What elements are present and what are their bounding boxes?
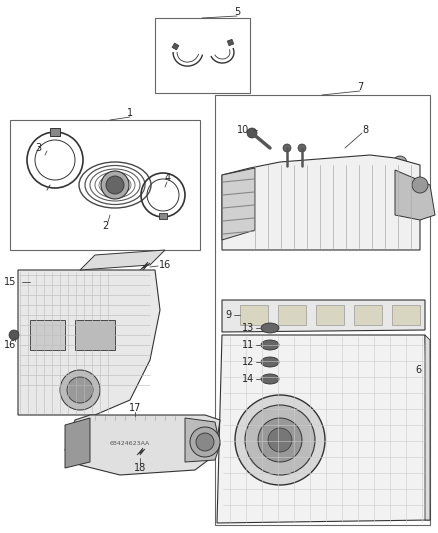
Circle shape: [106, 176, 124, 194]
Circle shape: [67, 377, 93, 403]
Bar: [278, 305, 306, 325]
Circle shape: [247, 128, 257, 138]
Polygon shape: [217, 335, 430, 523]
Circle shape: [60, 370, 100, 410]
Circle shape: [245, 405, 315, 475]
Bar: [159, 213, 167, 219]
Circle shape: [283, 144, 291, 152]
Text: 7: 7: [357, 82, 363, 92]
Polygon shape: [185, 418, 220, 462]
Bar: [354, 305, 382, 325]
Ellipse shape: [261, 323, 279, 333]
Text: 14: 14: [242, 374, 254, 384]
Circle shape: [101, 171, 129, 199]
Circle shape: [268, 428, 292, 452]
Bar: [227, 39, 234, 46]
Circle shape: [393, 156, 407, 170]
Ellipse shape: [261, 357, 279, 367]
Bar: [386, 179, 414, 191]
Bar: [30, 320, 65, 350]
Text: 10: 10: [237, 125, 249, 135]
Circle shape: [394, 201, 406, 213]
Bar: [155, 18, 250, 93]
Text: 5: 5: [234, 7, 240, 17]
Text: 4: 4: [165, 173, 171, 183]
Text: 12: 12: [242, 357, 254, 367]
Text: 2: 2: [102, 221, 108, 231]
Text: 9: 9: [225, 310, 231, 320]
Text: 18: 18: [134, 463, 146, 473]
Polygon shape: [222, 168, 255, 240]
Ellipse shape: [261, 374, 279, 384]
Text: 17: 17: [129, 403, 141, 413]
Bar: [392, 305, 420, 325]
Text: 16: 16: [159, 260, 171, 270]
Text: 13: 13: [242, 323, 254, 333]
Polygon shape: [222, 300, 425, 332]
Text: 68424623AA: 68424623AA: [110, 441, 150, 446]
Circle shape: [412, 177, 428, 193]
Polygon shape: [137, 448, 145, 455]
Bar: [10, 120, 200, 250]
Bar: [75, 320, 115, 350]
Circle shape: [190, 427, 220, 457]
Text: 1: 1: [127, 108, 133, 118]
Polygon shape: [395, 170, 435, 220]
Bar: [392, 167, 408, 203]
Circle shape: [298, 144, 306, 152]
Polygon shape: [222, 155, 420, 250]
Polygon shape: [65, 415, 220, 475]
Text: 8: 8: [362, 125, 368, 135]
Polygon shape: [140, 262, 150, 270]
Bar: [240, 305, 268, 325]
Text: 6: 6: [415, 365, 421, 375]
Circle shape: [258, 418, 302, 462]
Text: 3: 3: [35, 143, 41, 153]
Text: 15: 15: [4, 277, 16, 287]
Polygon shape: [80, 250, 165, 270]
Polygon shape: [65, 418, 90, 468]
Circle shape: [235, 395, 325, 485]
Ellipse shape: [261, 340, 279, 350]
Text: 16: 16: [4, 340, 16, 350]
Polygon shape: [425, 335, 430, 520]
Bar: [50, 128, 60, 136]
Bar: [172, 43, 179, 50]
Circle shape: [9, 330, 19, 340]
Polygon shape: [18, 270, 160, 415]
Text: 11: 11: [242, 340, 254, 350]
Circle shape: [196, 433, 214, 451]
Bar: [316, 305, 344, 325]
Bar: [215, 95, 430, 525]
